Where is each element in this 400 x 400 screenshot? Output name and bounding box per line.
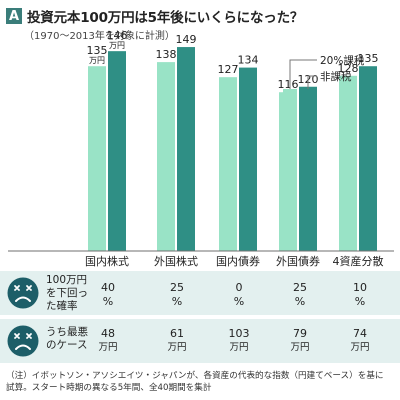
cell-value: 0 [235,281,243,294]
bar-group [88,47,377,252]
bar-taxfree-1 [177,47,195,252]
bar-taxfree-0 [108,51,126,251]
legend-swatch-taxfree [301,89,315,115]
cell-unit: 万円 [167,342,187,353]
stats-table: 100万円 を下回っ た確率 40% 25% 0% 25% 10% うち最悪 の… [0,271,400,365]
row-label: 100万円 を下回っ た確率 [46,274,88,313]
cell-value: 10 [353,281,367,294]
cell-value: 40 [101,281,115,294]
chart-subtitle: （1970～2013年を対象に計測） [24,31,175,42]
table-cell: 48 万円 [88,327,128,355]
value-label: 135 [358,52,379,65]
footnote-line: 試算。スタート時期の異なる5年間、全40期間を集計 [6,383,212,393]
cell-value: 61 [170,327,184,340]
category-label: 外国株式 [154,254,198,268]
cell-value: 74 [353,327,367,340]
bar-taxed-1 [157,62,175,251]
table-cell: 79 万円 [280,327,320,355]
cell-value: 79 [293,327,307,340]
bar-taxfree-2 [239,67,257,252]
category-label: 外国債券 [276,254,320,268]
cell-unit: % [233,295,245,308]
value-label: 146 [107,29,128,42]
footnote: （注）イボットソン・アソシエイツ・ジャパンが、各資産の代表的な指数（円建てベース… [6,370,396,394]
value-unit-label: 万円 [89,56,105,65]
row-label-line: 100万円 [46,274,88,286]
table-row-below-principal: 100万円 を下回っ た確率 40% 25% 0% 25% 10% [0,271,400,315]
legend-label-taxfree: 非課税 [320,70,352,83]
sad-face-icon [7,325,39,357]
table-cell: 40% [88,281,128,309]
cell-value: 48 [101,327,115,340]
value-label: 149 [176,33,197,46]
table-cell: 25% [157,281,197,309]
bar-chart: 135万円146万円138149127134116 120128135 国内株式外… [8,29,394,268]
value-label: 138 [156,48,177,61]
value-label: 127 [218,63,239,76]
table-cell: 10% [340,281,380,309]
footnote-line: （注）イボットソン・アソシエイツ・ジャパンが、各資産の代表的な指数（円建てベース… [6,371,384,381]
cell-unit: % [294,295,306,308]
row-label-line: うち最悪 [46,326,88,338]
row-label-line: た確率 [46,300,78,312]
row-label-line: を下回っ [46,287,88,299]
legend-label-taxed: 20%課税 [320,54,365,67]
value-label: 116 [278,78,299,91]
table-cell: 74 万円 [340,327,380,355]
category-label: 国内株式 [85,254,129,268]
header: A 投資元本100万円は5年後にいくらになった？ [6,5,303,27]
bar-taxed-3 [279,92,297,251]
cell-unit: % [354,295,366,308]
value-label: 134 [238,54,259,67]
bar-taxed-2 [219,77,237,251]
legend-leader-taxfree [307,75,317,89]
section-badge: A [6,8,22,24]
cell-unit: 万円 [350,342,370,353]
bar-taxfree-3 [299,86,317,251]
bar-taxed-0 [88,66,106,251]
cell-value: 25 [293,281,307,294]
category-label: 4資産分散 [333,254,384,268]
cell-value: 103 [228,327,250,340]
legend-leader-taxed [289,59,317,89]
table-row-worst-case: うち最悪 のケース 48 万円 61 万円 103 万円 79 万円 74 万円 [0,319,400,363]
chart-title: 投資元本100万円は5年後にいくらになった？ [27,10,304,26]
value-label: 128 [338,62,359,75]
sad-face-icon [7,277,39,309]
cell-unit: 万円 [98,342,118,353]
table-cell: 103 万円 [219,327,259,355]
table-cell: 61 万円 [157,327,197,355]
category-label: 国内債券 [216,254,260,268]
value-label: 135 [87,44,108,57]
table-cell: 25% [280,281,320,309]
table-cell: 0% [219,281,259,309]
value-unit-label: 万円 [109,41,125,50]
row-label-line: のケース [46,339,88,351]
bar-taxfree-4 [359,66,377,251]
row-label: うち最悪 のケース [46,326,88,352]
bar-taxed-4 [339,75,357,251]
legend-swatch-taxed [283,89,297,115]
cell-unit: % [102,295,114,308]
cell-unit: % [171,295,183,308]
cell-unit: 万円 [290,342,310,353]
cell-value: 25 [170,281,184,294]
cell-unit: 万円 [229,342,249,353]
category-labels: 国内株式 外国株式 国内債券 外国債券 4資産分散 [85,254,384,268]
